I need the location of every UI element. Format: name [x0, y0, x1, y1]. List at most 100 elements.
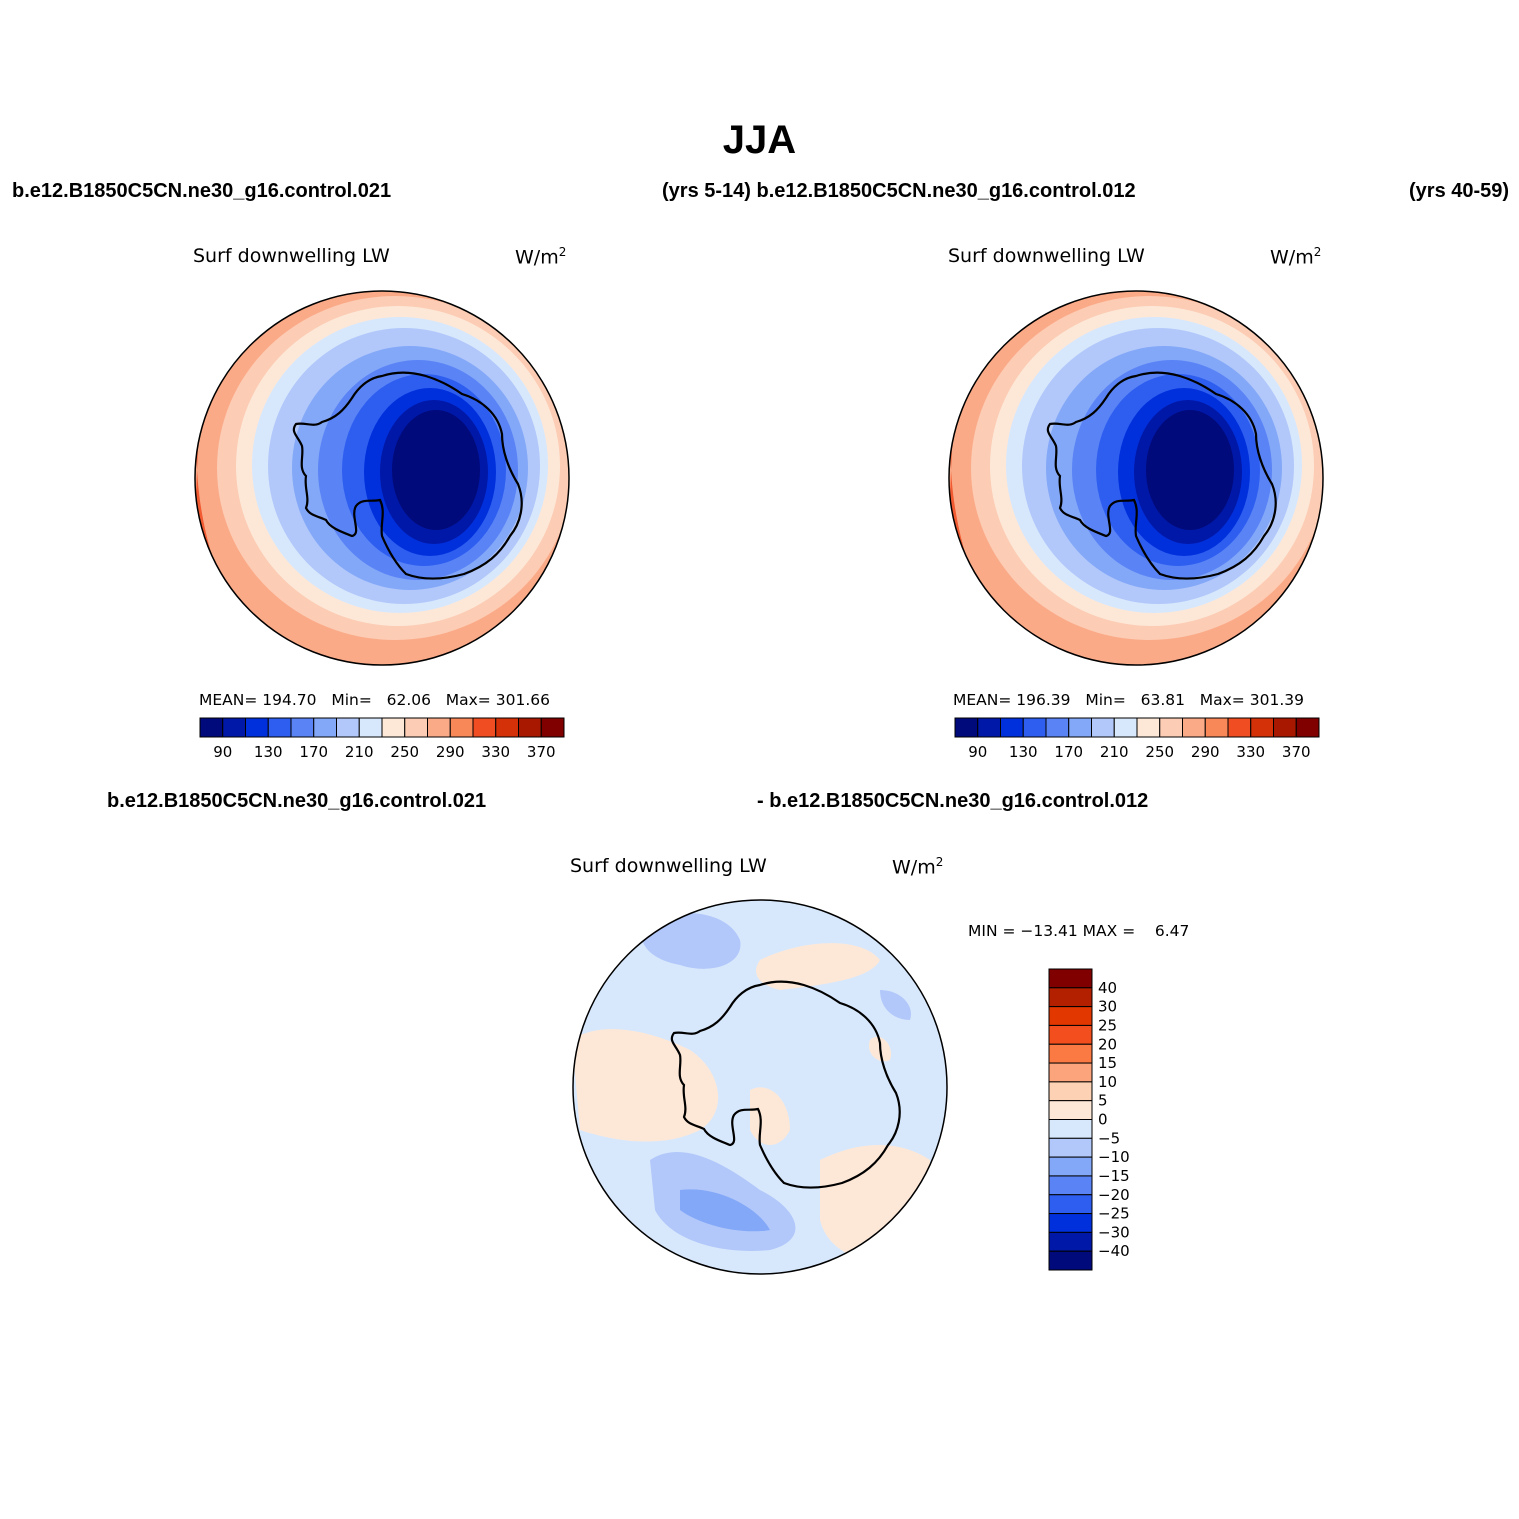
- diff-minmax: MIN = −13.41 MAX = 6.47: [968, 922, 1190, 940]
- colorbar-panel2-swatch: [1068, 717, 1092, 738]
- colorbar-panel2-swatch: [1250, 717, 1274, 738]
- colorbar-panel2-tick-label: 330: [1236, 743, 1265, 761]
- colorbar-diff-tick-label: 20: [1098, 1035, 1117, 1053]
- colorbar-panel2-tick-label: 130: [1009, 743, 1038, 761]
- panel1-units-label: W/m2: [515, 245, 567, 269]
- colorbar-diff-tick-label: 30: [1098, 998, 1117, 1016]
- colorbar-panel2-swatch: [1273, 717, 1297, 738]
- colorbar-diff-tick-label: 15: [1098, 1054, 1117, 1072]
- figure-title: JJA: [722, 118, 797, 162]
- colorbar-panel2-tick-label: 370: [1282, 743, 1311, 761]
- colorbar-diff-tick-label: −30: [1098, 1223, 1130, 1241]
- colorbar-panel1-swatch: [540, 717, 565, 738]
- panel2-variable-label: Surf downwelling LW: [948, 245, 1145, 267]
- colorbar-panel2-tick-label: 290: [1191, 743, 1220, 761]
- colorbar-panel2-tick-label: 170: [1054, 743, 1083, 761]
- colorbar-panel2-tick-label: 250: [1145, 743, 1174, 761]
- colorbar-diff-swatch: [1048, 1024, 1093, 1045]
- colorbar-diff-swatch: [1048, 1119, 1093, 1139]
- case-label-left: b.e12.B1850C5CN.ne30_g16.control.021: [12, 180, 392, 202]
- colorbar-diff-tick-label: −20: [1098, 1186, 1130, 1204]
- colorbar-diff-tick-label: 0: [1098, 1111, 1108, 1129]
- panel1-stats: MEAN= 194.70 Min= 62.06 Max= 301.66: [199, 691, 550, 709]
- colorbar-panel1-swatch: [404, 717, 428, 738]
- colorbar-panel1-tick-label: 90: [213, 743, 232, 761]
- colorbar-panel1-swatch: [199, 717, 224, 738]
- colorbar-panel2-swatch: [1295, 717, 1320, 738]
- diff-units-label: W/m2: [892, 855, 944, 879]
- colorbar-diff-swatch: [1048, 1175, 1093, 1196]
- colorbar-panel2-swatch: [1182, 717, 1206, 738]
- colorbar-diff-swatch: [1048, 1100, 1093, 1120]
- colorbar-panel1-tick-label: 290: [436, 743, 465, 761]
- colorbar-panel2-swatch: [1136, 717, 1161, 738]
- colorbar-diff-swatch: [1048, 1043, 1093, 1064]
- colorbar-panel1-swatch: [427, 717, 451, 738]
- colorbar-panel2-swatch: [954, 717, 979, 738]
- colorbar-panel2-swatch: [1000, 717, 1024, 738]
- colorbar-diff-tick-label: −40: [1098, 1242, 1130, 1260]
- map-panel2-border: [948, 290, 1324, 666]
- case-label-middle: (yrs 5-14) b.e12.B1850C5CN.ne30_g16.cont…: [662, 180, 1136, 202]
- diff-case-left: b.e12.B1850C5CN.ne30_g16.control.021: [107, 790, 487, 812]
- colorbar-panel1-swatch: [313, 717, 337, 738]
- colorbar-diff-tick-label: −15: [1098, 1167, 1130, 1185]
- map-panel1-border: [194, 290, 570, 666]
- diff-case-right: - b.e12.B1850C5CN.ne30_g16.control.012: [757, 790, 1149, 812]
- colorbar-panel2-swatch: [1091, 717, 1115, 738]
- colorbar-diff-tick-label: −25: [1098, 1205, 1130, 1223]
- colorbar-panel2-tick-label: 90: [968, 743, 987, 761]
- colorbar-diff-tick-label: 10: [1098, 1073, 1117, 1091]
- colorbar-panel1-tick-label: 170: [299, 743, 328, 761]
- colorbar-diff-tick-label: 25: [1098, 1016, 1117, 1034]
- diff-variable-label: Surf downwelling LW: [570, 855, 767, 877]
- map-diff: [573, 900, 947, 1274]
- colorbar-diff-tick-label: −10: [1098, 1148, 1130, 1166]
- colorbar-panel1-swatch: [267, 717, 292, 738]
- colorbar-panel1: 90 130 170 210 250 290 330 370: [199, 717, 565, 761]
- colorbar-panel1-swatch: [290, 717, 315, 738]
- colorbar-panel1-tick-label: 250: [390, 743, 419, 761]
- colorbar-diff-swatch: [1048, 1194, 1093, 1215]
- colorbar-diff-tick-label: 40: [1098, 979, 1117, 997]
- colorbar-diff-swatch: [1048, 1250, 1093, 1271]
- colorbar-panel2: 90 130 170 210 250 290 330 370: [954, 717, 1320, 761]
- colorbar-diff-swatch: [1048, 987, 1093, 1008]
- colorbar-panel1-swatch: [381, 717, 406, 738]
- colorbar-panel1-tick-label: 130: [254, 743, 283, 761]
- colorbar-panel2-tick-label: 210: [1100, 743, 1129, 761]
- colorbar-panel2-swatch: [1204, 717, 1229, 738]
- map-diff-border: [572, 899, 948, 1275]
- panel2-stats: MEAN= 196.39 Min= 63.81 Max= 301.39: [953, 691, 1304, 709]
- colorbar-diff-tick-label: −5: [1098, 1129, 1120, 1147]
- colorbar-diff-tick-label: 5: [1098, 1092, 1108, 1110]
- colorbar-panel2-swatch: [1022, 717, 1047, 738]
- panel2-units-label: W/m2: [1270, 245, 1322, 269]
- colorbar-diff-swatch: [1048, 1156, 1093, 1177]
- colorbar-panel1-swatch: [472, 717, 497, 738]
- colorbar-diff-swatch: [1048, 1137, 1093, 1158]
- colorbar-panel1-swatch: [518, 717, 542, 738]
- colorbar-diff-swatch: [1048, 1213, 1093, 1233]
- colorbar-diff-swatch: [1048, 1231, 1093, 1252]
- colorbar-panel1-tick-label: 210: [345, 743, 374, 761]
- years-label-right: (yrs 40-59): [1409, 180, 1510, 202]
- colorbar-panel2-swatch: [977, 717, 1001, 738]
- colorbar-panel1-swatch: [495, 717, 519, 738]
- map-panel1: [195, 291, 569, 665]
- colorbar-panel2-swatch: [1227, 717, 1252, 738]
- colorbar-panel1-tick-label: 330: [481, 743, 510, 761]
- colorbar-diff-swatch: [1048, 1081, 1093, 1102]
- colorbar-panel2-swatch: [1159, 717, 1183, 738]
- colorbar-diff-swatch: [1048, 1006, 1093, 1026]
- colorbar-diff-swatch: [1048, 968, 1093, 989]
- colorbar-panel1-tick-label: 370: [527, 743, 556, 761]
- map-panel2: [949, 291, 1323, 665]
- panel1-variable-label: Surf downwelling LW: [193, 245, 390, 267]
- colorbar-diff-swatch: [1048, 1062, 1093, 1083]
- colorbar-panel1-swatch: [358, 717, 383, 738]
- colorbar-panel1-swatch: [449, 717, 474, 738]
- colorbar-panel1-swatch: [245, 717, 269, 738]
